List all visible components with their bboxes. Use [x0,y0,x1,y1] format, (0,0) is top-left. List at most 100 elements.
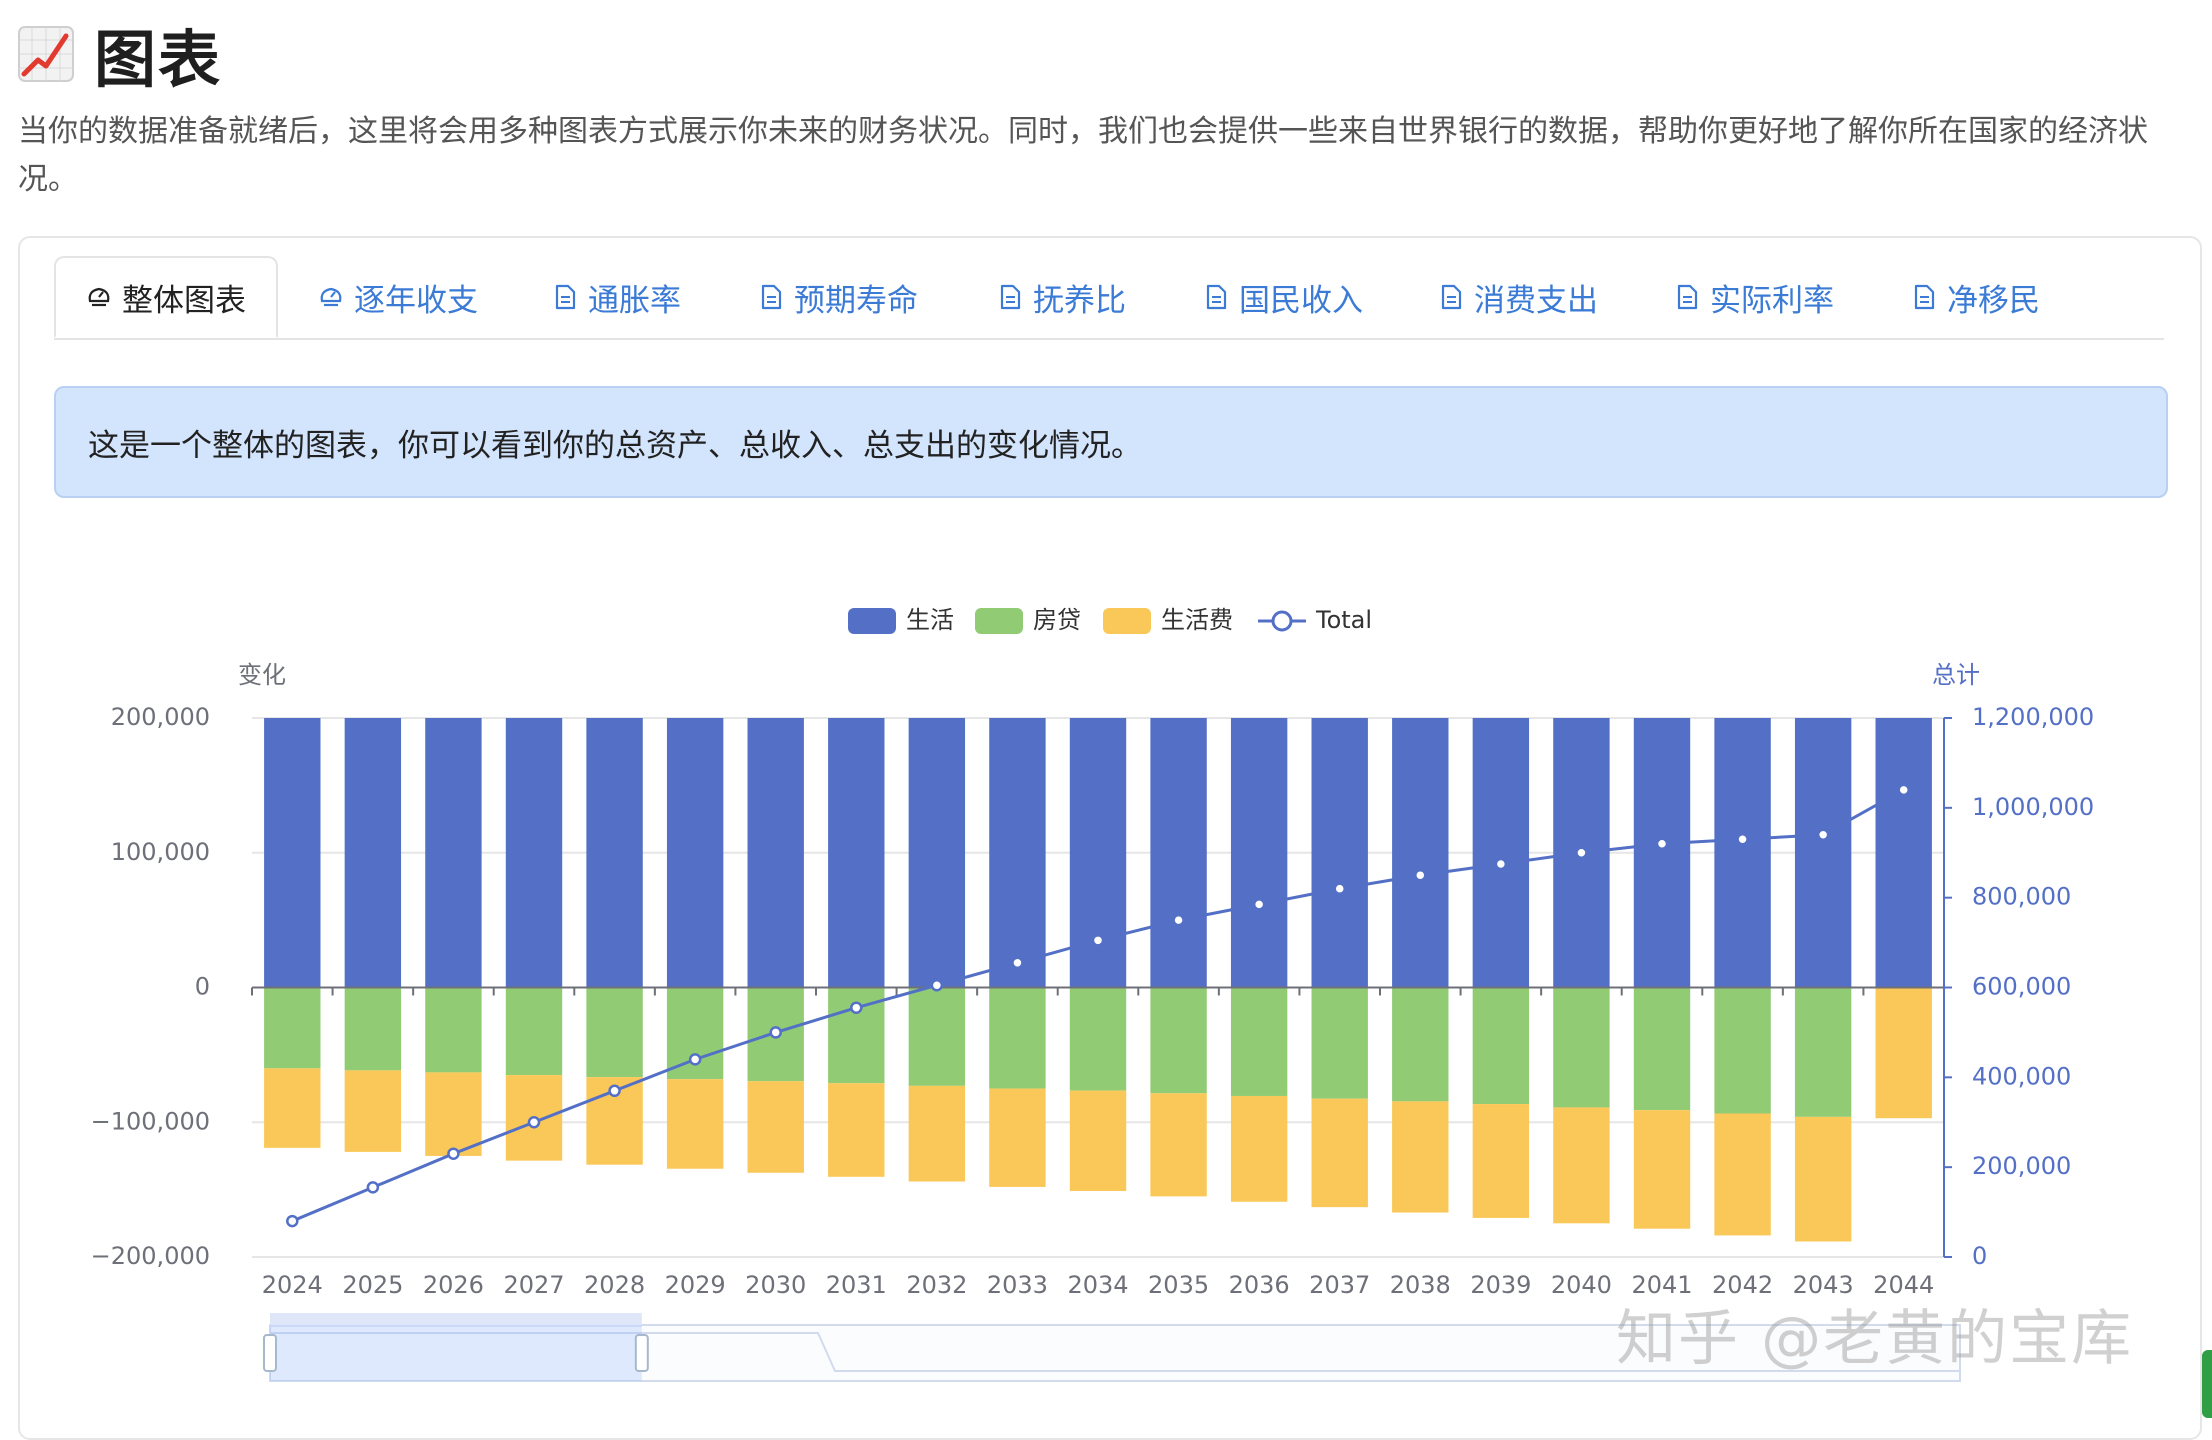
bar-生活费 [908,1085,966,1182]
tab-5[interactable]: 抚养比 [997,256,1126,338]
bar-生活费 [1311,1098,1368,1208]
y-right-tick-label: 400,000 [1972,1062,2071,1090]
bar-房贷 [1714,987,1771,1114]
bar-房贷 [989,987,1046,1089]
bar-生活费 [666,1079,724,1169]
bar-生活 [666,718,724,988]
tab-bar: 整体图表 逐年收支 通胀率 预期寿命 抚养比 国民收入 消费支出 实际利率 净移民 [54,256,2164,340]
point-Total [1655,837,1669,851]
y-right-tick-label: 0 [1972,1242,1987,1270]
bar-生活 [586,718,643,988]
bar-生活 [264,718,321,988]
tab-label: 抚养比 [1033,282,1126,319]
point-Total [286,1214,299,1228]
chart-icon [320,287,342,307]
scrollbar-thumb[interactable] [2202,1350,2212,1418]
bar-生活 [1472,718,1530,988]
bar-生活 [1633,718,1691,988]
x-tick-label: 2034 [1067,1271,1128,1299]
bar-房贷 [1633,987,1691,1111]
bar-生活 [425,718,482,988]
bar-生活 [505,718,563,988]
bar-生活 [344,718,402,988]
bar-房贷 [1150,987,1207,1094]
bar-生活 [1714,718,1771,988]
bar-生活费 [1150,1093,1207,1197]
tab-label: 国民收入 [1239,282,1363,319]
point-Total [1736,833,1749,846]
point-Total [447,1147,460,1160]
x-tick-label: 2026 [423,1271,484,1299]
point-Total [769,1026,782,1039]
point-Total [1333,882,1346,895]
legend-swatch-房贷 [975,608,1023,634]
tab-label: 净移民 [1947,282,2040,319]
tab-8[interactable]: 实际利率 [1674,256,1834,338]
x-tick-label: 2033 [987,1271,1048,1299]
tab-1[interactable]: 整体图表 [54,256,278,338]
bar-生活 [989,718,1046,988]
tab-label: 实际利率 [1710,282,1834,319]
legend-swatch-生活费 [1103,608,1151,634]
x-tick-label: 2040 [1551,1271,1612,1299]
chart-increasing-icon [18,26,74,82]
tab-2[interactable]: 逐年收支 [318,256,478,338]
tab-6[interactable]: 国民收入 [1203,256,1363,338]
legend-swatch-生活 [848,608,896,634]
bar-房贷 [1472,987,1530,1105]
x-tick-label: 2041 [1631,1271,1692,1299]
tab-9[interactable]: 净移民 [1911,256,2040,338]
bar-生活费 [747,1081,804,1173]
point-Total [688,1053,702,1066]
y-left-tick-label: 100,000 [111,838,210,866]
x-tick-label: 2044 [1873,1271,1934,1299]
tab-3[interactable]: 通胀率 [552,256,681,338]
tab-4[interactable]: 预期寿命 [758,256,918,338]
datazoom-handle[interactable] [263,1334,277,1372]
point-Total [527,1116,541,1129]
bar-生活费 [1633,1110,1691,1229]
bar-房贷 [586,987,643,1078]
page-description: 当你的数据准备就绪后，这里将会用多种图表方式展示你未来的财务状况。同时，我们也会… [18,114,2148,197]
tab-label: 逐年收支 [354,282,478,319]
chart-icon [88,287,110,307]
legend-label: 生活 [906,606,954,634]
info-alert-text: 这是一个整体的图表，你可以看到你的总资产、总收入、总支出的变化情况。 [88,427,1142,464]
x-tick-label: 2039 [1470,1271,1531,1299]
bar-生活 [908,718,966,988]
bar-生活 [1794,718,1852,988]
tab-label: 消费支出 [1474,282,1598,319]
page-title: 图表 [94,23,223,96]
point-Total [1816,828,1830,842]
page-header: 图表 [18,14,222,96]
document-icon [1677,284,1698,310]
bar-生活费 [1472,1104,1530,1218]
bar-房贷 [1230,987,1288,1096]
legend-marker-Total [1271,610,1293,632]
datazoom-handle[interactable] [634,1334,649,1372]
bar-生活 [1392,718,1449,988]
x-tick-label: 2036 [1229,1271,1290,1299]
datazoom-selection [270,1325,642,1381]
point-Total [608,1084,621,1098]
x-tick-label: 2037 [1309,1271,1370,1299]
bar-房贷 [264,987,321,1069]
y-left-tick-label: −200,000 [91,1242,210,1270]
x-tick-label: 2042 [1712,1271,1773,1299]
bar-生活费 [828,1083,885,1177]
x-tick-label: 2031 [826,1271,887,1299]
tab-7[interactable]: 消费支出 [1438,256,1598,338]
bar-生活费 [1069,1090,1127,1191]
point-Total [1091,934,1105,947]
y-right-tick-label: 1,000,000 [1972,793,2094,821]
legend-label: 生活费 [1161,606,1233,634]
y-right-tick-label: 600,000 [1972,973,2071,1001]
document-icon [1914,284,1935,310]
bar-生活费 [1230,1095,1288,1202]
y-right-tick-label: 200,000 [1972,1152,2071,1180]
bar-生活费 [1714,1113,1771,1236]
bar-生活 [1311,718,1368,988]
x-tick-label: 2038 [1390,1271,1451,1299]
bar-生活费 [989,1088,1046,1187]
point-Total [850,1001,863,1014]
